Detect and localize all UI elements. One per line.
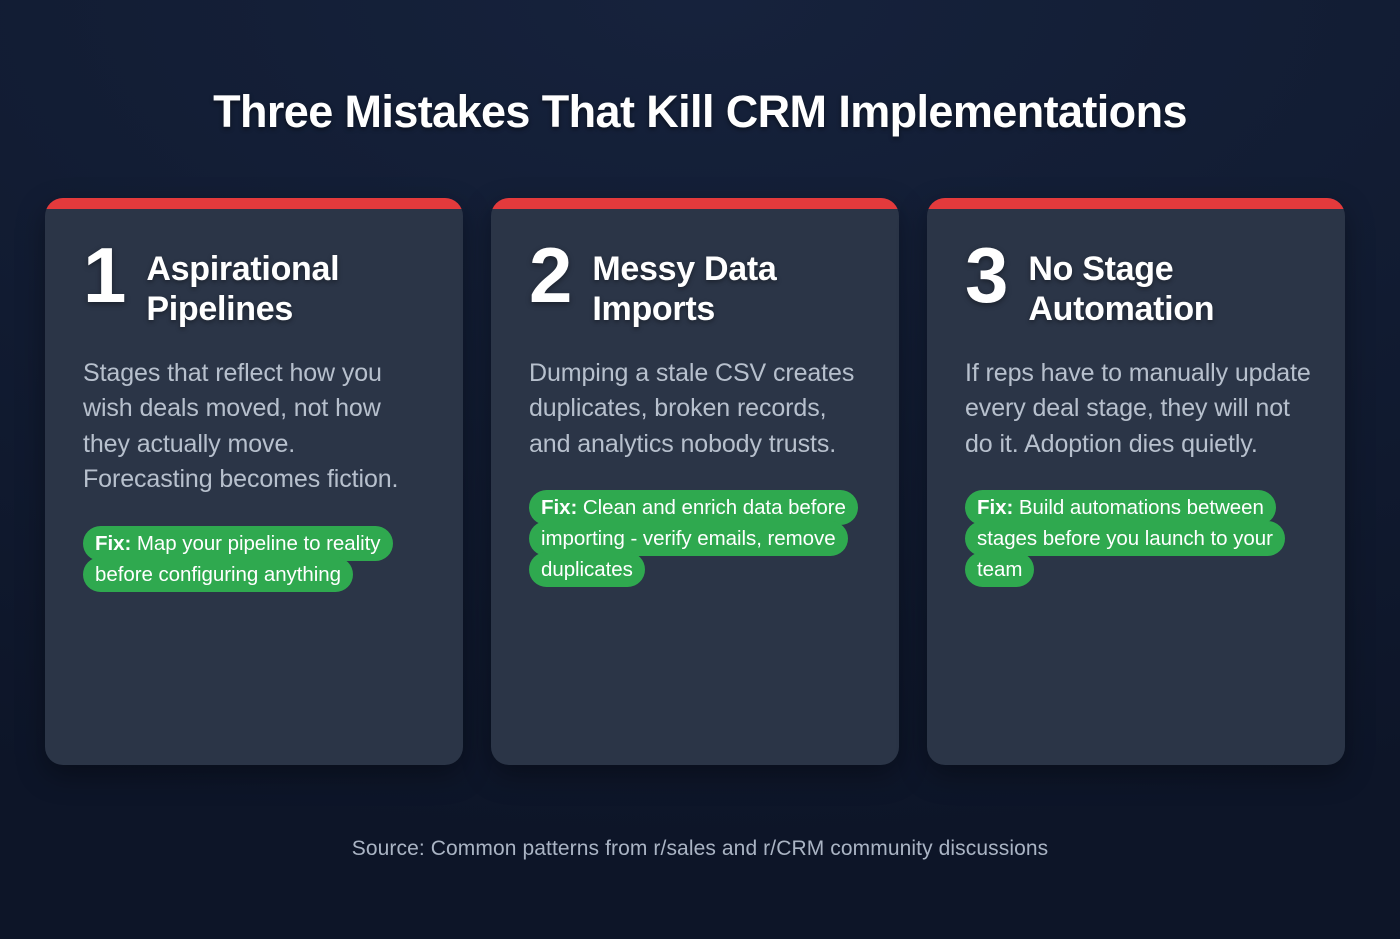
card-content-1: 1 Aspirational Pipelines Stages that ref…	[45, 208, 463, 624]
card-accent-bar-1	[45, 198, 463, 209]
source-note: Source: Common patterns from r/sales and…	[351, 837, 1049, 860]
card-number-2: 2	[529, 231, 573, 319]
card-title-2: Messy Data Imports	[592, 250, 777, 328]
fix-callout-wrap-3: Fix: Build automations between stages be…	[965, 490, 1311, 588]
card-number-3: 3	[965, 231, 1009, 319]
fix-label-3: Fix:	[977, 496, 1014, 520]
card-header-3: 3 No Stage Automation	[965, 236, 1311, 330]
card-number-1: 1	[83, 231, 127, 319]
mistake-cards-row: 1 Aspirational Pipelines Stages that ref…	[45, 198, 1355, 765]
fix-callout-1: Fix: Map your pipeline to reality before…	[83, 525, 393, 592]
card-body-1: Stages that reflect how you wish deals m…	[83, 358, 399, 494]
mistake-card-3: 3 No Stage Automation If reps have to ma…	[927, 198, 1345, 765]
page-title: Three Mistakes That Kill CRM Implementat…	[213, 86, 1187, 137]
card-body-2: Dumping a stale CSV creates duplicates, …	[529, 358, 855, 458]
fix-callout-wrap-1: Fix: Map your pipeline to reality before…	[83, 525, 429, 592]
fix-text-1: Map your pipeline to reality before conf…	[95, 531, 381, 586]
card-header-2: 2 Messy Data Imports	[529, 236, 865, 330]
fix-text-2: Clean and enrich data before importing -…	[541, 496, 846, 582]
card-content-3: 3 No Stage Automation If reps have to ma…	[927, 208, 1345, 620]
card-title-1: Aspirational Pipelines	[146, 250, 340, 328]
card-body-3: If reps have to manually update every de…	[965, 358, 1311, 458]
card-accent-bar-3	[927, 198, 1345, 209]
mistake-card-1: 1 Aspirational Pipelines Stages that ref…	[45, 198, 463, 765]
fix-label-1: Fix:	[95, 531, 132, 555]
fix-callout-3: Fix: Build automations between stages be…	[965, 490, 1285, 588]
card-content-2: 2 Messy Data Imports Dumping a stale CSV…	[491, 208, 899, 620]
fix-callout-2: Fix: Clean and enrich data before import…	[529, 490, 858, 588]
card-accent-bar-2	[491, 198, 899, 209]
fix-label-2: Fix:	[541, 496, 578, 520]
fix-callout-wrap-2: Fix: Clean and enrich data before import…	[529, 490, 865, 588]
card-title-3: No Stage Automation	[1028, 250, 1215, 328]
card-header-1: 1 Aspirational Pipelines	[83, 236, 429, 330]
fix-text-3: Build automations between stages before …	[977, 496, 1273, 582]
mistake-card-2: 2 Messy Data Imports Dumping a stale CSV…	[491, 198, 899, 765]
